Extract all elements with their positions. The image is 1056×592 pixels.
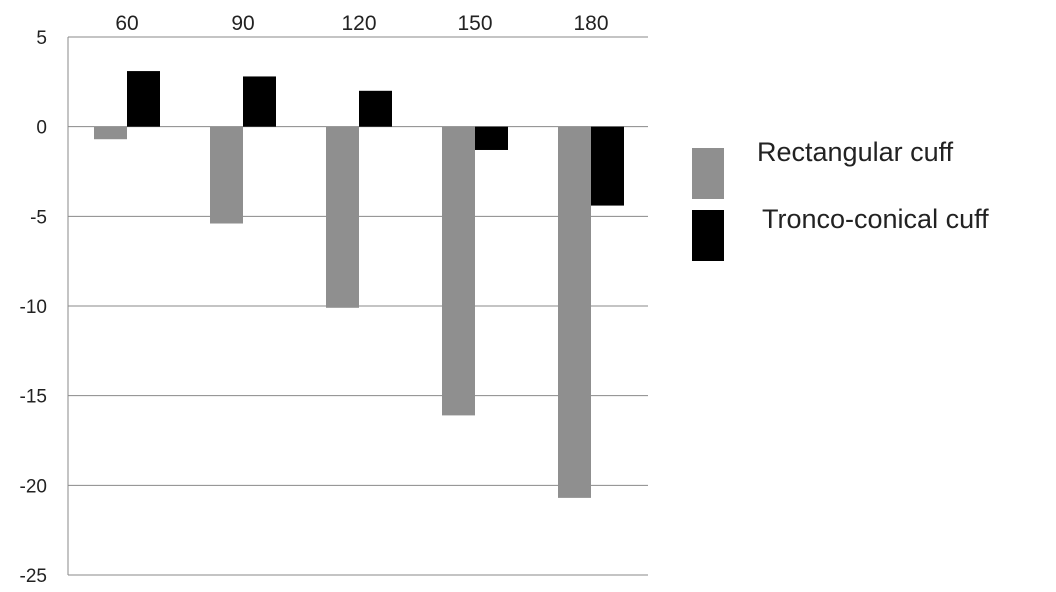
bar-tronco-conical-150: [475, 126, 508, 150]
y-tick-label: 5: [36, 28, 47, 49]
x-category-label: 60: [115, 12, 138, 35]
bar-rectangular-60: [94, 126, 127, 140]
x-category-label: 150: [457, 12, 492, 35]
bar-tronco-conical-180: [591, 126, 624, 206]
bar-rectangular-90: [210, 126, 243, 224]
y-tick-label: -20: [20, 476, 47, 497]
legend-swatch-rectangular: [692, 148, 724, 199]
x-category-label: 180: [573, 12, 608, 35]
bar-tronco-conical-120: [359, 90, 392, 127]
bar-tronco-conical-90: [243, 76, 276, 127]
y-tick-label: -25: [20, 566, 47, 587]
x-category-label: 90: [231, 12, 254, 35]
y-tick-label: -5: [30, 207, 47, 228]
bar-rectangular-150: [442, 126, 475, 416]
legend-label-tronco-conical: Tronco-conical cuff: [762, 204, 989, 234]
bar-rectangular-120: [326, 126, 359, 308]
legend-swatch-tronco-conical: [692, 210, 724, 261]
y-tick-label: -15: [20, 387, 47, 408]
y-tick-label: -10: [20, 297, 47, 318]
legend-label-rectangular: Rectangular cuff: [757, 137, 954, 167]
x-category-label: 120: [341, 12, 376, 35]
y-tick-label: 0: [36, 118, 47, 139]
bar-tronco-conical-60: [127, 71, 160, 127]
bar-rectangular-180: [558, 126, 591, 498]
